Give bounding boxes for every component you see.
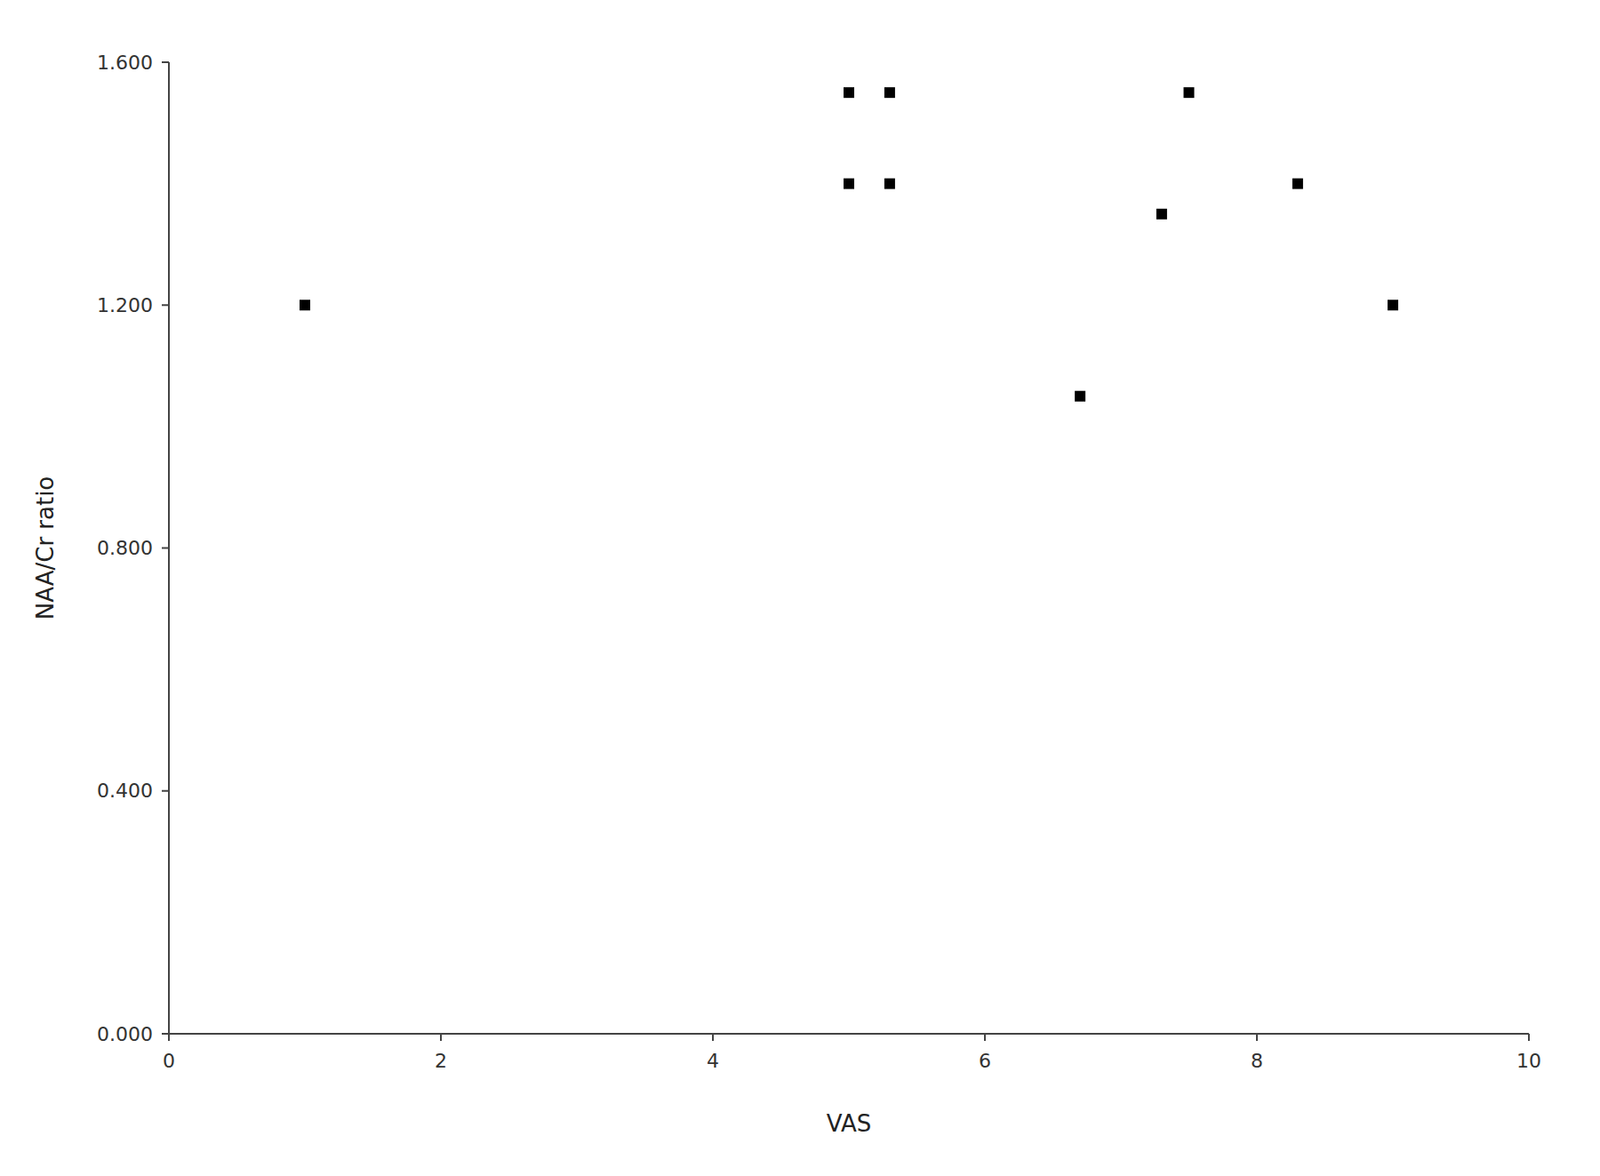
x-tick [440, 1033, 442, 1041]
scatter-point [299, 299, 311, 311]
y-tick [161, 547, 169, 550]
chart-container: 0 2 4 6 8 10 0.000 0.400 0.800 1.200 1.600 VAS NAA/C… [0, 0, 1600, 1176]
x-tick [984, 1033, 986, 1041]
y-tick [161, 1032, 169, 1035]
scatter-point [884, 178, 896, 190]
scatter-point [1387, 299, 1399, 311]
x-tick-label: 6 [978, 1049, 992, 1072]
x-tick [1256, 1033, 1258, 1041]
x-tick [168, 1033, 170, 1041]
x-tick-label: 8 [1250, 1049, 1264, 1072]
y-tick-label: 0.400 [96, 779, 153, 802]
y-tick-label: 0.800 [96, 536, 153, 560]
background [0, 0, 1600, 1176]
x-tick-label: 2 [434, 1049, 448, 1072]
scatter-point [884, 87, 896, 98]
scatter-point [1074, 391, 1086, 402]
y-tick [161, 61, 169, 64]
scatter-point [1184, 87, 1195, 98]
y-tick [161, 304, 169, 306]
x-tick-label: 4 [706, 1049, 720, 1072]
y-tick-label: 1.200 [96, 294, 153, 317]
x-tick-label: 0 [162, 1049, 176, 1072]
points [299, 87, 1399, 402]
x-axis-line [168, 1032, 1529, 1035]
y-tick-label: 1.600 [96, 51, 153, 74]
axes: 0 2 4 6 8 10 0.000 0.400 0.800 1.200 1.600 [96, 51, 1542, 1073]
y-axis-label: NAA/Cr ratio [32, 476, 59, 621]
y-tick [161, 790, 169, 792]
scatter-point [1292, 178, 1304, 190]
x-tick [712, 1033, 714, 1041]
x-tick-label: 10 [1516, 1049, 1542, 1072]
x-axis-label: VAS [826, 1110, 872, 1137]
chart-svg: 0 2 4 6 8 10 0.000 0.400 0.800 1.200 1.600 VAS NAA/C… [0, 0, 1600, 1176]
x-tick [1528, 1033, 1530, 1041]
scatter-point [843, 87, 855, 98]
y-tick-label: 0.000 [96, 1023, 153, 1046]
scatter-point [843, 178, 855, 190]
scatter-point [1156, 208, 1168, 220]
